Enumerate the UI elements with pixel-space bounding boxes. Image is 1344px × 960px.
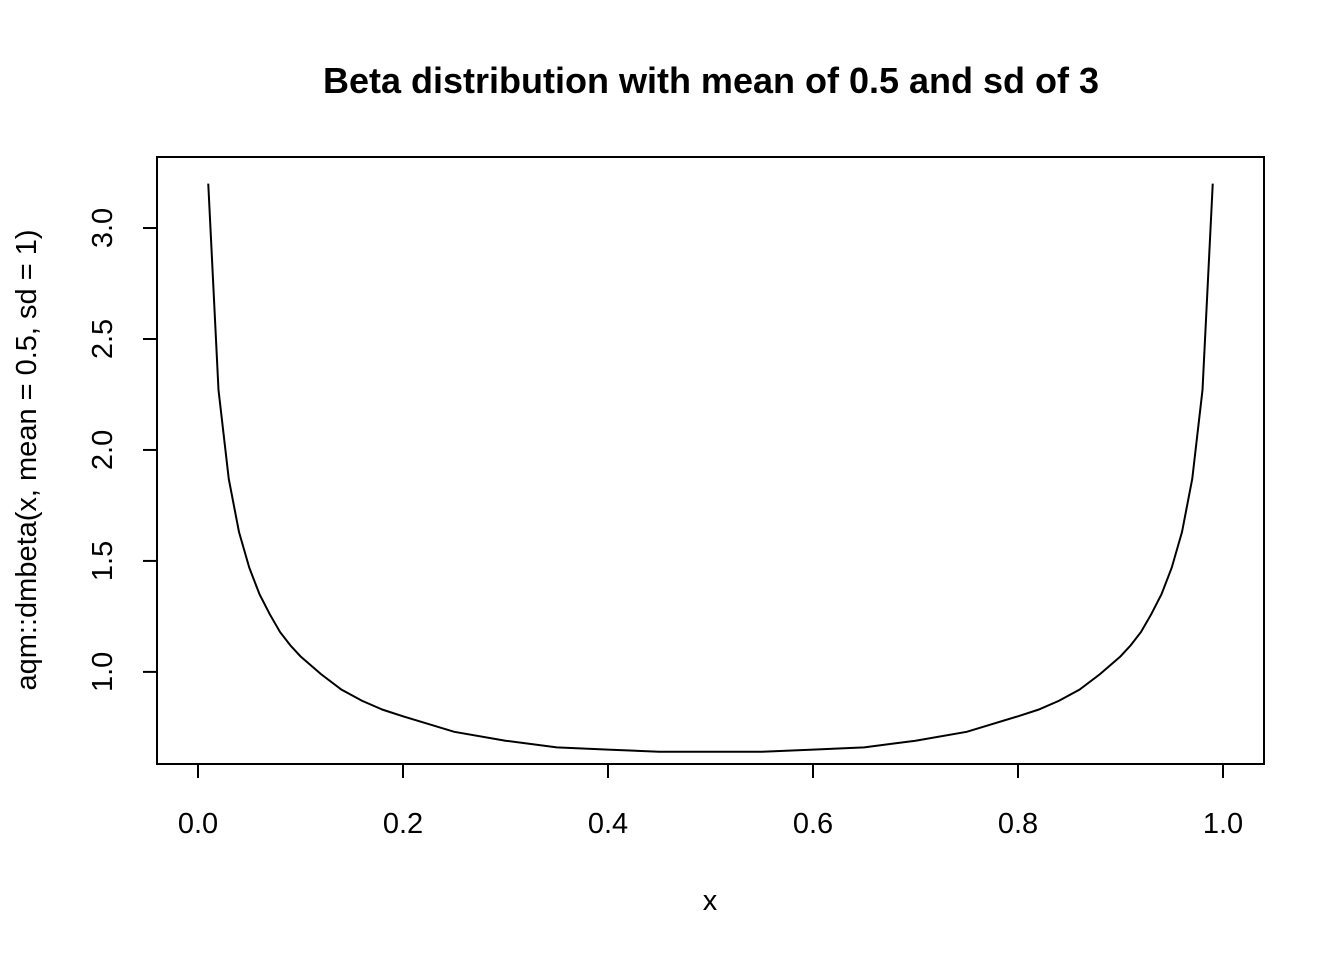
y-axis-label: aqm::dmbeta(x, mean = 0.5, sd = 1): [11, 229, 43, 690]
x-tick-label: 0.2: [383, 808, 423, 840]
density-line: [207, 183, 1214, 753]
x-tick-label: 0.0: [178, 808, 218, 840]
y-axis: 1.0 1.5 2.0 2.5 3.0: [87, 208, 158, 692]
x-tick-label: 0.6: [793, 808, 833, 840]
y-tick-label: 2.5: [87, 319, 119, 359]
y-tick-label: 2.0: [87, 430, 119, 470]
y-tick-label: 1.5: [87, 541, 119, 581]
x-tick-label: 0.8: [998, 808, 1038, 840]
x-axis: 0.0 0.2 0.4 0.6 0.8 1.0: [178, 763, 1243, 840]
chart-title: Beta distribution with mean of 0.5 and s…: [323, 60, 1099, 101]
series-group: [207, 183, 1214, 753]
y-tick-label: 1.0: [87, 652, 119, 692]
x-axis-label: x: [703, 885, 718, 917]
x-tick-label: 1.0: [1203, 808, 1243, 840]
y-tick-label: 3.0: [87, 208, 119, 248]
plot-area: [156, 156, 1265, 765]
x-tick-label: 0.4: [588, 808, 628, 840]
